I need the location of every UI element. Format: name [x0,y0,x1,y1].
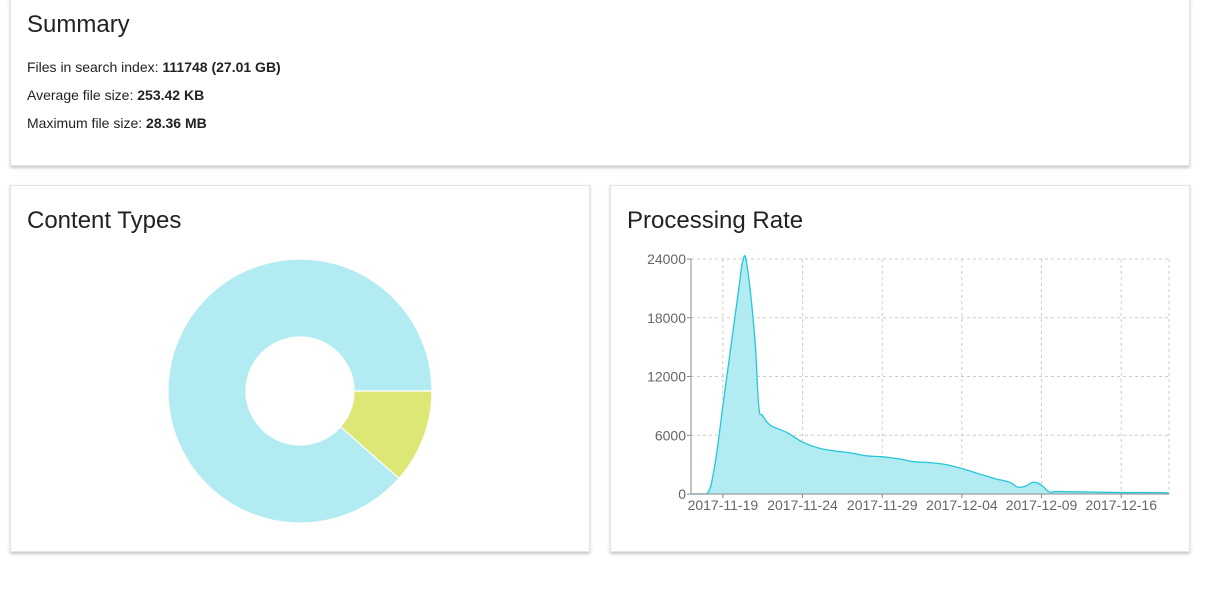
files-in-index-label: Files in search index: [27,59,163,75]
x-tick-label: 2017-11-29 [847,497,918,513]
x-tick-label: 2017-11-24 [767,497,838,513]
maximum-file-size-stat: Maximum file size: 28.36 MB [27,115,207,131]
y-tick-label: 12000 [647,369,686,385]
average-file-size-value: 253.42 KB [137,87,205,103]
processing-rate-panel: Processing Rate 0 6000 12000 18000 24000 2017… [610,185,1190,552]
x-tick-label: 2017-12-09 [1006,497,1078,513]
y-tick-label: 24000 [647,251,686,267]
files-in-index-stat: Files in search index: 111748 (27.01 GB) [27,59,281,75]
summary-panel: Summary Files in search index: 111748 (2… [10,0,1190,166]
y-tick-label: 18000 [647,310,686,326]
files-in-index-value: 111748 (27.01 GB) [162,59,281,75]
average-file-size-stat: Average file size: 253.42 KB [27,87,204,103]
processing-rate-title: Processing Rate [627,207,804,234]
summary-title: Summary [27,11,130,38]
y-tick-label: 0 [678,486,686,502]
content-types-title: Content Types [27,207,182,234]
processing-rate-area-chart: 0 6000 12000 18000 24000 2017-11-19 2017-11-24… [647,251,1170,513]
maximum-file-size-label: Maximum file size: [27,115,147,131]
x-tick-label: 2017-12-04 [926,497,998,513]
x-tick-label: 2017-12-16 [1085,497,1157,513]
content-types-donut-chart [167,258,433,524]
processing-rate-line [691,254,1170,495]
y-tick-label: 6000 [655,427,686,443]
x-tick-label: 2017-11-19 [688,497,759,513]
average-file-size-label: Average file size: [27,87,138,103]
maximum-file-size-value: 28.36 MB [146,115,207,131]
donut-slice-1[interactable] [167,258,433,524]
content-types-panel: Content Types [10,185,590,552]
processing-rate-area [691,255,1169,494]
donut-slice-2[interactable] [339,390,433,480]
